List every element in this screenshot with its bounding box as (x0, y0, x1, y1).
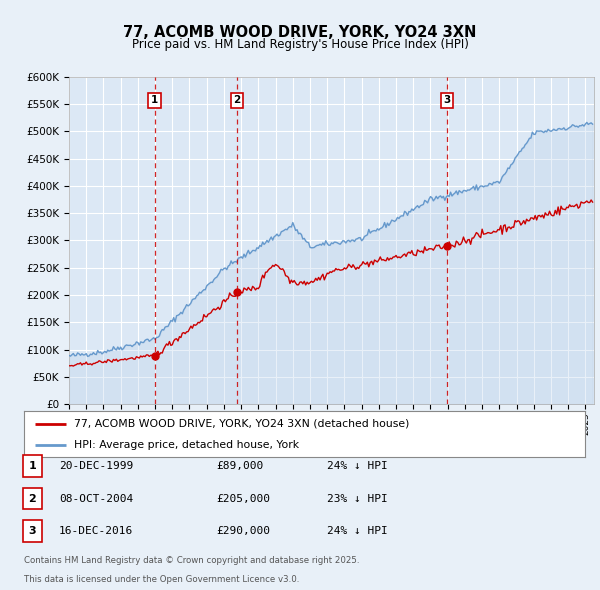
Text: 16-DEC-2016: 16-DEC-2016 (59, 526, 133, 536)
Text: 24% ↓ HPI: 24% ↓ HPI (327, 461, 388, 471)
Text: 3: 3 (443, 95, 451, 105)
Text: 23% ↓ HPI: 23% ↓ HPI (327, 494, 388, 503)
Text: 1: 1 (151, 95, 158, 105)
Text: 77, ACOMB WOOD DRIVE, YORK, YO24 3XN (detached house): 77, ACOMB WOOD DRIVE, YORK, YO24 3XN (de… (74, 419, 410, 429)
Text: 77, ACOMB WOOD DRIVE, YORK, YO24 3XN: 77, ACOMB WOOD DRIVE, YORK, YO24 3XN (124, 25, 476, 40)
Text: Contains HM Land Registry data © Crown copyright and database right 2025.: Contains HM Land Registry data © Crown c… (24, 556, 359, 565)
Text: £205,000: £205,000 (216, 494, 270, 503)
Text: 20-DEC-1999: 20-DEC-1999 (59, 461, 133, 471)
Text: Price paid vs. HM Land Registry's House Price Index (HPI): Price paid vs. HM Land Registry's House … (131, 38, 469, 51)
Text: This data is licensed under the Open Government Licence v3.0.: This data is licensed under the Open Gov… (24, 575, 299, 584)
Text: £89,000: £89,000 (216, 461, 263, 471)
Text: 08-OCT-2004: 08-OCT-2004 (59, 494, 133, 503)
Text: 1: 1 (29, 461, 36, 471)
Text: 2: 2 (233, 95, 241, 105)
Text: 2: 2 (29, 494, 36, 503)
Text: HPI: Average price, detached house, York: HPI: Average price, detached house, York (74, 440, 299, 450)
Text: £290,000: £290,000 (216, 526, 270, 536)
Text: 3: 3 (29, 526, 36, 536)
Text: 24% ↓ HPI: 24% ↓ HPI (327, 526, 388, 536)
